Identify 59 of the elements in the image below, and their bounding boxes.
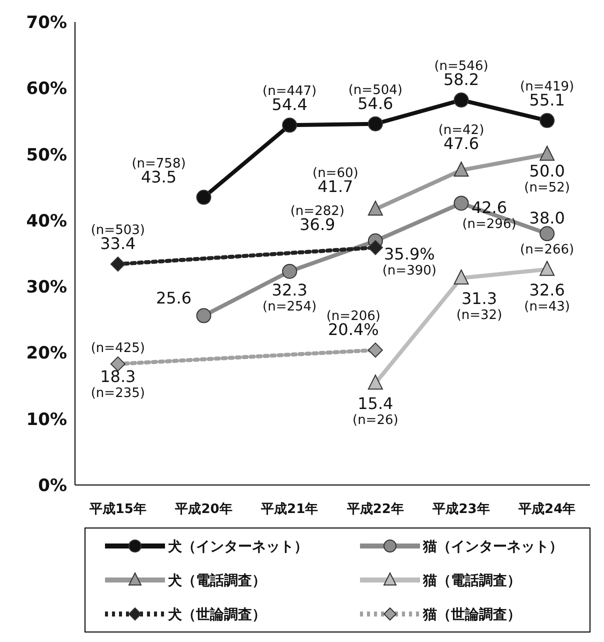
x-tick-label: 平成23年 [432, 502, 490, 517]
y-tick-label: 60% [26, 79, 67, 100]
data-label: 15.4 (n=26) [352, 394, 398, 428]
data-label: (n=42) 47.6 [438, 123, 484, 154]
x-tick-label: 平成21年 [260, 502, 318, 517]
data-label: (n=60) 41.7 [312, 166, 358, 196]
data-label: (n=282) 36.9 [290, 204, 344, 234]
legend-label: 猫（世論調査） [422, 606, 521, 623]
point [196, 190, 212, 205]
data-label: 25.6 [156, 288, 192, 308]
data-label: (n=425) 18.3 (n=235) [90, 340, 145, 401]
data-label: 50.0 (n=52) [524, 161, 570, 196]
data-label: 35.9% (n=390) [382, 244, 436, 279]
x-tick-label: 平成15年 [88, 502, 146, 517]
legend-label: 猫（インターネット） [422, 539, 563, 555]
point [110, 356, 126, 372]
point [368, 240, 383, 256]
point [282, 264, 298, 279]
x-tick-label: 平成22年 [346, 502, 404, 517]
point [282, 118, 298, 133]
data-label: (n=419) 55.1 [520, 80, 574, 110]
y-tick-label: 50% [26, 145, 67, 166]
y-tick-label: 70% [26, 13, 67, 33]
point [454, 269, 469, 284]
point [540, 113, 555, 128]
point [368, 374, 383, 390]
y-tick-label: 20% [26, 344, 67, 364]
data-label: (n=758) 43.5 [132, 156, 186, 186]
data-label: 32.3 (n=254) [262, 280, 317, 314]
point [454, 196, 469, 211]
data-label: (n=447) 54.4 [262, 84, 317, 114]
legend-label: 犬（世論調査） [168, 606, 266, 623]
y-tick-label: 0% [38, 476, 67, 496]
point [540, 260, 555, 276]
point [368, 342, 383, 358]
point [454, 162, 469, 177]
data-label: 38.0 (n=266) [520, 208, 574, 258]
data-label: (n=206) 20.4% [326, 309, 380, 340]
legend-label: 猫（電話調査） [422, 572, 521, 589]
x-tick-label: 平成24年 [518, 502, 576, 517]
y-tick-label: 30% [26, 278, 67, 298]
point [540, 146, 555, 161]
data-label: 31.3 (n=32) [456, 288, 502, 323]
legend-label: 犬（インターネット） [168, 539, 308, 555]
point [368, 116, 383, 132]
data-label: 42.6 (n=296) [462, 198, 516, 232]
y-tick-label: 10% [26, 410, 67, 430]
x-tick-label: 平成20年 [174, 502, 232, 517]
data-label: 32.6 (n=43) [524, 280, 570, 314]
point [196, 308, 212, 324]
point [540, 226, 555, 242]
data-label: (n=504) 54.6 [348, 82, 402, 113]
point [110, 256, 126, 272]
point [368, 200, 383, 216]
y-tick-label: 40% [26, 211, 67, 232]
legend-label: 犬（電話調査） [168, 572, 266, 589]
data-label: (n=546) 58.2 [434, 59, 488, 90]
data-label: (n=503) 33.4 [90, 223, 145, 254]
point [454, 92, 469, 108]
